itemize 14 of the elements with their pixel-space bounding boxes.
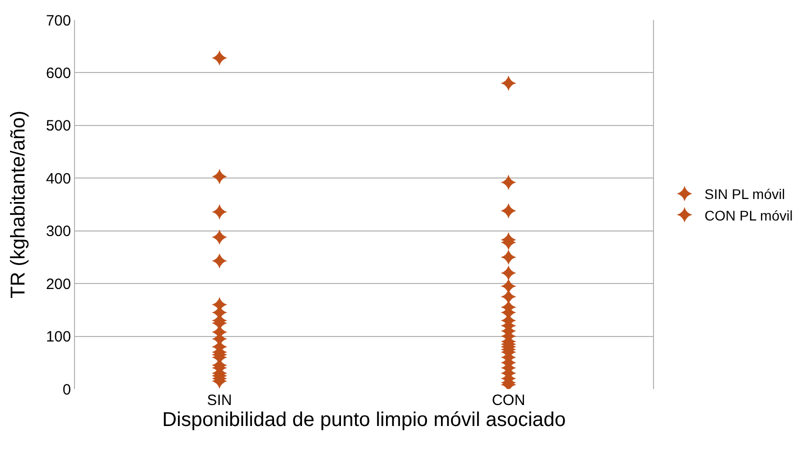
y-tick-label: 400 <box>46 170 71 188</box>
y-axis-title: TR (kghabitante/año) <box>7 110 30 298</box>
y-tick-label: 200 <box>46 276 71 293</box>
y-tick-label: 600 <box>46 64 71 82</box>
x-tick-label: CON <box>492 392 526 409</box>
y-tick-label: 0 <box>62 381 71 398</box>
legend-label: SIN PL móvil <box>704 186 785 202</box>
y-tick-label: 300 <box>46 223 71 240</box>
legend-label: CON PL móvil <box>704 207 793 224</box>
x-axis-title: Disponibilidad de punto limpio móvil asociado <box>162 409 566 431</box>
y-tick-label: 500 <box>46 118 71 135</box>
y-tick-label: 100 <box>46 328 71 346</box>
y-tick-label: 700 <box>46 12 71 30</box>
x-tick-label: SIN <box>206 392 232 409</box>
